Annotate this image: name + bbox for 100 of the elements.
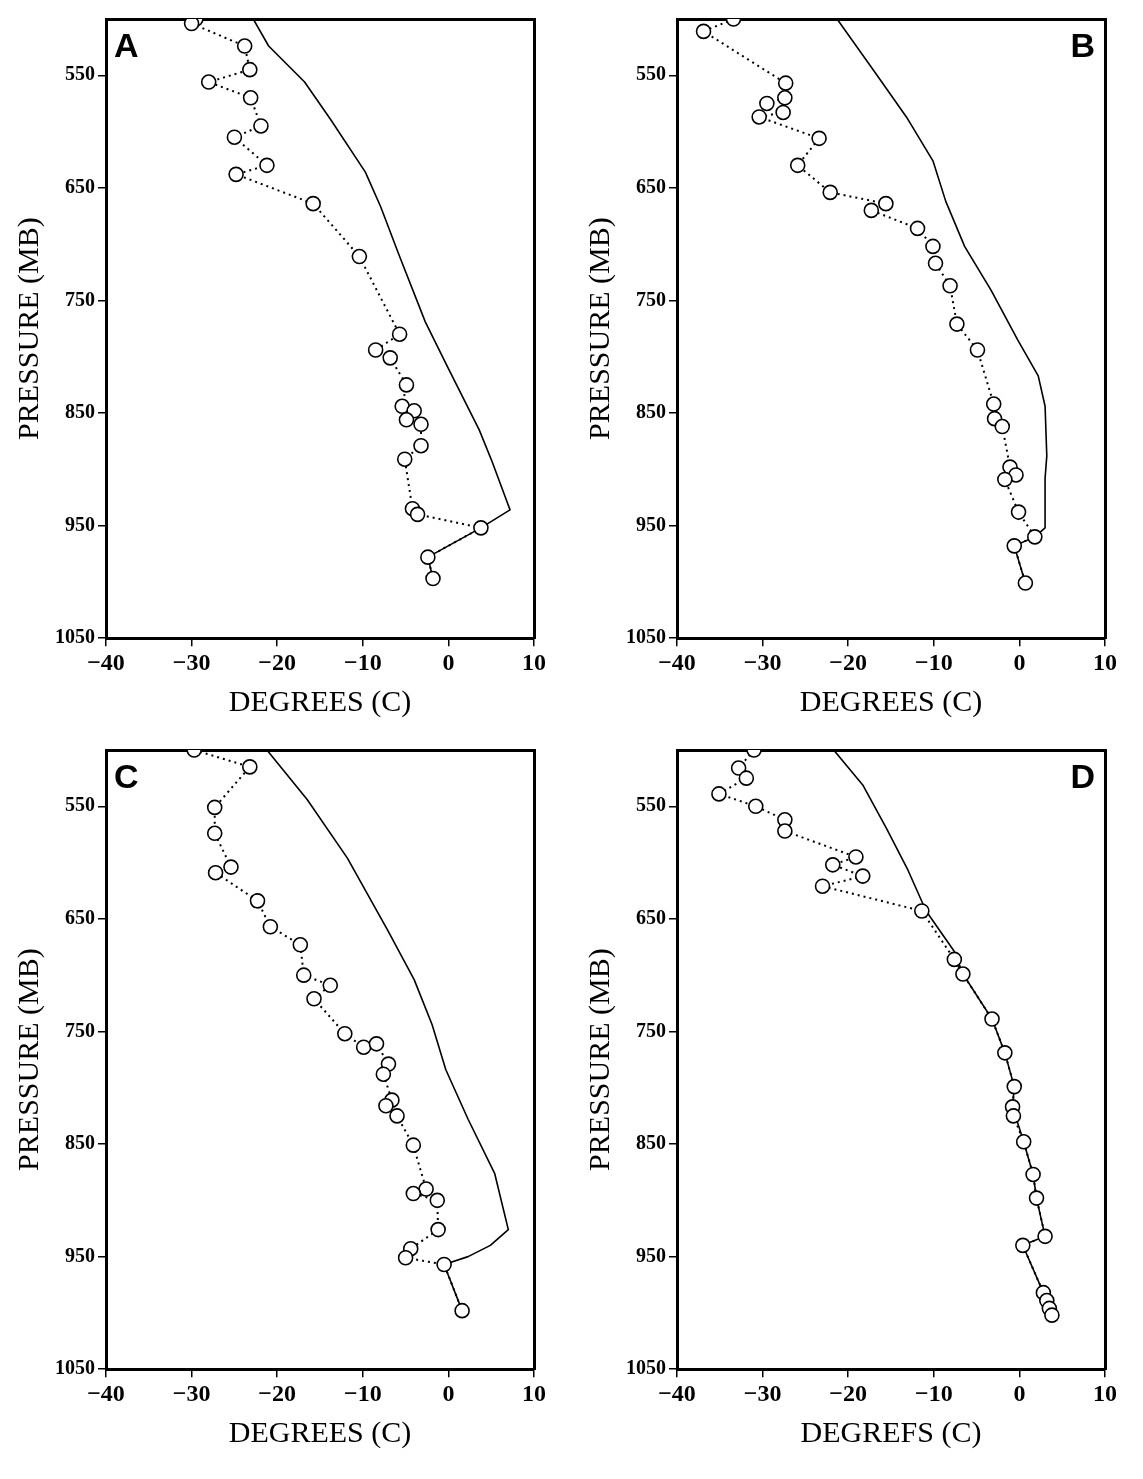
x-tick-label: −10 [343,648,382,675]
point [1006,538,1023,554]
point [242,61,258,78]
x-tick-label: −20 [829,1379,868,1406]
x-tick-label: −40 [658,648,696,675]
point [351,248,368,265]
y-axis-title: PRESSURE (MB) [581,948,616,1171]
point [878,195,894,212]
y-axis-title: PRESSURE (MB) [581,217,616,440]
point [405,1137,422,1153]
x-tick-label: 0 [1013,1379,1026,1406]
point [378,1097,394,1114]
point [253,118,269,134]
y-tick-label: 650 [636,175,666,198]
point [994,418,1011,435]
point [454,1302,470,1319]
point [854,868,871,884]
point [738,770,755,786]
point [1044,1307,1060,1323]
point [206,825,223,842]
point [863,202,880,219]
point [747,798,764,815]
point [909,220,926,237]
point [367,342,384,358]
point [409,506,426,523]
y-axis-title: PRESSURE (MB) [10,948,45,1171]
x-tick-label: 10 [522,648,546,675]
y-tick-label: 950 [636,512,666,535]
x-axis-title: DEGREFS (C) [800,1414,982,1449]
point [337,1025,353,1042]
point [398,377,415,393]
point [391,326,408,343]
point [925,238,941,255]
x-axis-title: DEGREES (C) [228,1414,412,1449]
annotation: D [1070,757,1095,796]
point [811,130,827,147]
point [295,967,312,983]
point [1017,575,1034,591]
annotation: B [1070,26,1095,65]
point [789,157,806,174]
point [368,1036,385,1052]
y-tick-label: 950 [65,1243,95,1266]
x-axis-title: DEGREES (C) [228,683,412,718]
x-tick-label: −20 [829,648,868,675]
y-tick-label: 650 [65,906,95,929]
point [777,75,794,91]
point [848,849,864,865]
point [183,19,200,32]
point [777,823,793,839]
point [946,951,963,968]
y-axis-title: PRESSURE (MB) [10,217,45,440]
point [405,1185,422,1202]
y-tick-label: 550 [65,62,95,85]
point [822,184,839,201]
x-tick-label: −30 [743,1379,782,1406]
point [206,799,223,816]
point [249,893,266,909]
point [425,570,441,587]
point [226,129,243,146]
point [955,966,971,982]
x-tick-label: −20 [258,1379,297,1406]
point [292,936,309,953]
y-tick-label: 750 [65,1018,95,1041]
y-tick-label: 950 [65,512,95,535]
point [814,878,831,895]
point [985,396,1002,412]
x-tick-label: −20 [258,648,297,675]
y-tick-label: 750 [636,1018,666,1041]
point [236,38,253,54]
y-tick-label: 850 [65,1131,95,1154]
point [420,549,436,565]
point [777,90,793,106]
point [389,1108,405,1124]
y-tick-label: 850 [636,1131,666,1154]
y-tick-label: 750 [636,287,666,310]
x-tick-label: 10 [1093,1379,1117,1406]
y-tick-label: 650 [636,906,666,929]
x-axis-title: DEGREES (C) [799,683,983,718]
point [207,864,224,881]
point [927,255,944,272]
point [430,1221,446,1238]
point [355,1039,372,1056]
x-tick-label: −10 [914,1379,953,1406]
x-tick-label: −30 [172,648,211,675]
x-tick-label: −30 [172,1379,211,1406]
point [730,760,747,776]
y-tick-label: 550 [65,793,95,816]
y-tick-label: 750 [65,287,95,310]
point [418,1181,434,1197]
point [824,857,841,873]
point [1015,1133,1032,1150]
point [382,350,398,366]
point [413,416,429,433]
point [228,166,244,183]
point [305,195,321,212]
x-tick-label: −10 [914,648,953,675]
y-tick-label: 1050 [626,1356,666,1379]
x-tick-label: −10 [343,1379,382,1406]
x-tick-label: 0 [442,648,455,675]
y-tick-label: 1050 [626,625,666,648]
